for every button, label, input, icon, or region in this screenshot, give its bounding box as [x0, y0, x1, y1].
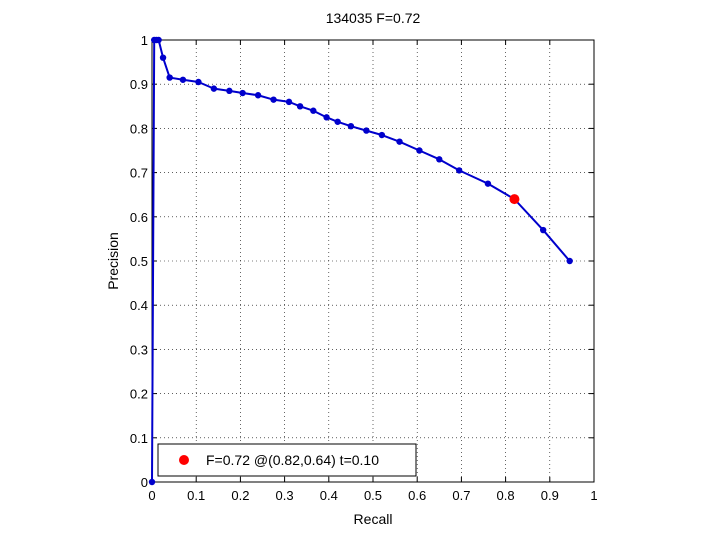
x-tick-label: 0.7	[452, 488, 470, 503]
data-point	[155, 36, 162, 44]
data-point	[323, 114, 330, 121]
y-axis-ticks: 0 0.1 0.2 0.3 0.4 0.5 0.6 0.7 0.8 0.9 1	[130, 33, 594, 490]
data-point	[347, 122, 355, 130]
data-point	[148, 478, 156, 486]
y-tick-label: 0.5	[130, 254, 148, 269]
y-axis-label: Precision	[105, 232, 121, 290]
x-tick-label: 0.2	[231, 488, 249, 503]
data-point	[396, 138, 403, 145]
x-tick-label: 0.1	[187, 488, 205, 503]
data-point	[270, 96, 277, 103]
x-tick-label: 0.3	[276, 488, 294, 503]
data-point	[310, 107, 317, 114]
data-point	[296, 103, 304, 110]
data-point	[159, 54, 167, 61]
legend: F=0.72 @(0.82,0.64) t=0.10	[157, 443, 417, 477]
data-point	[539, 226, 547, 234]
data-point	[484, 180, 492, 187]
grid-lines	[152, 40, 594, 482]
data-point	[226, 87, 233, 95]
x-tick-label: 0	[148, 488, 155, 503]
data-point	[285, 98, 293, 106]
y-tick-label: 0.1	[130, 431, 148, 446]
y-tick-label: 0.4	[130, 298, 148, 313]
data-point	[179, 76, 187, 83]
data-point	[254, 92, 262, 99]
x-tick-label: 1	[590, 488, 597, 503]
data-point	[334, 118, 341, 125]
x-tick-label: 0.8	[497, 488, 515, 503]
data-point	[455, 167, 463, 174]
y-tick-label: 1	[141, 33, 148, 48]
data-point	[566, 257, 573, 265]
legend-label: F=0.72 @(0.82,0.64) t=0.10	[206, 452, 379, 468]
data-point	[166, 74, 173, 81]
data-point	[210, 85, 218, 92]
y-tick-label: 0	[141, 475, 148, 490]
y-tick-label: 0.2	[130, 387, 148, 402]
legend-marker	[179, 455, 189, 465]
y-tick-label: 0.8	[130, 121, 148, 136]
data-point	[239, 89, 246, 97]
y-tick-label: 0.9	[130, 77, 148, 92]
best-f-point	[509, 194, 520, 205]
series-layer	[148, 36, 573, 486]
legend-box	[157, 443, 417, 477]
x-axis-ticks: 0 0.1 0.2 0.3 0.4 0.5 0.6 0.7 0.8 0.9 1	[148, 40, 598, 503]
x-axis-label: Recall	[354, 511, 393, 527]
y-tick-label: 0.3	[130, 342, 148, 357]
data-point	[436, 156, 443, 163]
data-point	[195, 78, 202, 86]
y-tick-label: 0.7	[130, 166, 148, 181]
x-tick-label: 0.9	[541, 488, 559, 503]
data-point	[378, 131, 386, 139]
y-tick-label: 0.6	[130, 210, 148, 225]
x-tick-label: 0.5	[364, 488, 382, 503]
x-tick-label: 0.4	[320, 488, 338, 503]
plot-area-frame	[151, 39, 595, 483]
chart-title: 134035 F=0.72	[326, 10, 421, 26]
data-point	[416, 147, 423, 154]
x-tick-label: 0.6	[408, 488, 426, 503]
data-point	[363, 127, 370, 134]
